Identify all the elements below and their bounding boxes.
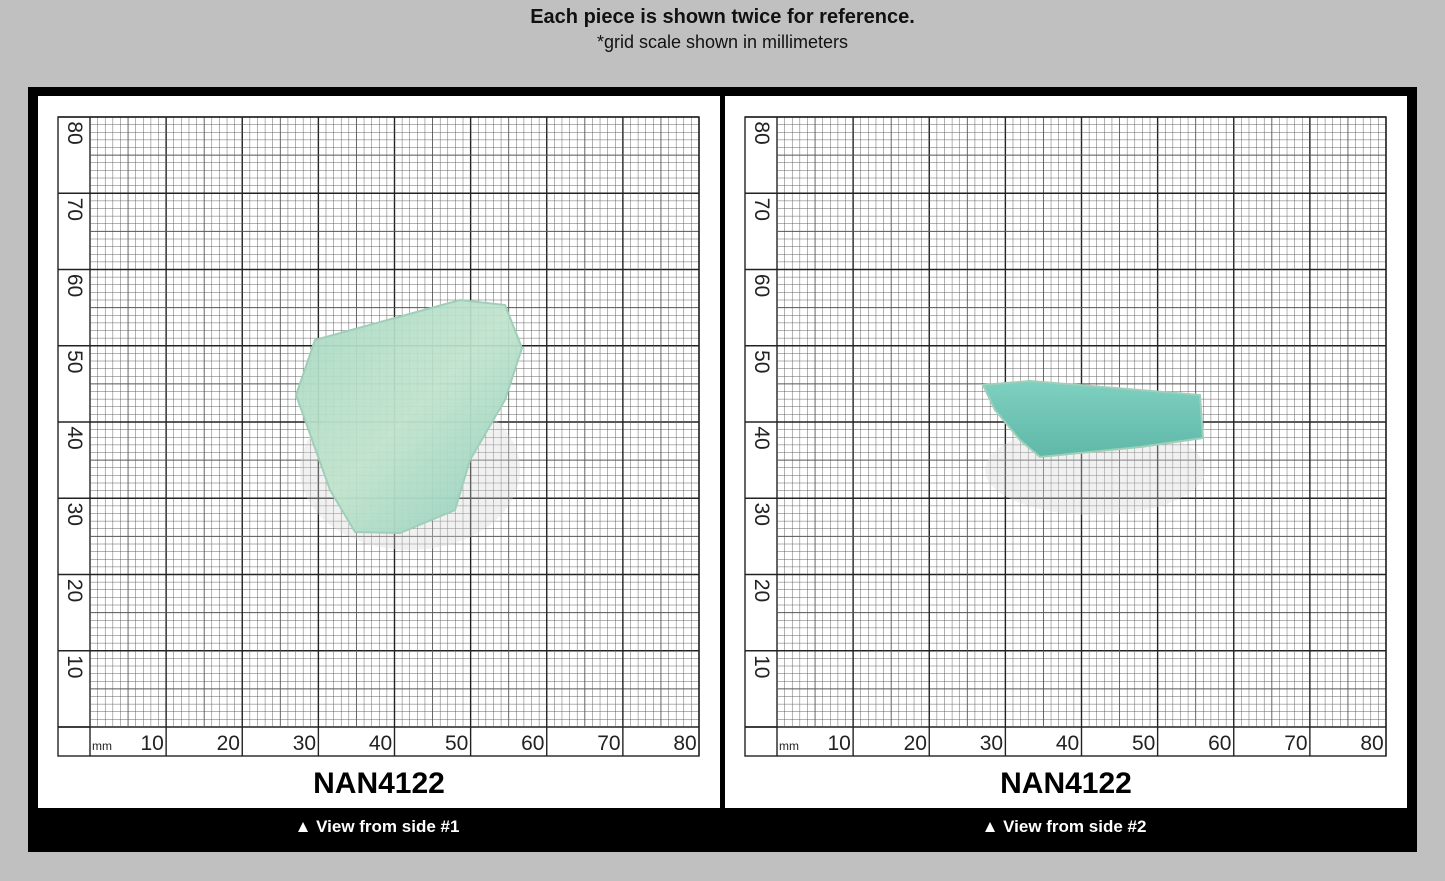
subtitle: *grid scale shown in millimeters bbox=[596, 32, 849, 52]
grid-border bbox=[744, 116, 1387, 757]
x-tick-label: 40 bbox=[1056, 732, 1079, 755]
y-tick-label: 10 bbox=[63, 655, 86, 678]
panel: mm 10 20 30 40 50 60 70 80 10 20 30 40 50 60 70 80 NAN412… bbox=[725, 96, 1407, 836]
y-tick-label: 80 bbox=[63, 121, 86, 144]
x-tick-label: 80 bbox=[673, 732, 696, 755]
x-tick-label: 20 bbox=[217, 732, 240, 755]
y-tick-label: 80 bbox=[750, 121, 773, 144]
y-tick-label: 40 bbox=[750, 426, 773, 449]
x-tick-label: 10 bbox=[827, 732, 850, 755]
x-tick-label: 30 bbox=[293, 732, 316, 755]
title: Each piece is shown twice for reference. bbox=[530, 6, 915, 28]
y-tick-label: 60 bbox=[750, 274, 773, 297]
y-tick-label: 10 bbox=[750, 655, 773, 678]
y-tick-label: 20 bbox=[750, 579, 773, 602]
x-tick-label: 40 bbox=[369, 732, 392, 755]
unit-label: mm bbox=[92, 739, 112, 753]
x-tick-label: 60 bbox=[1208, 732, 1231, 755]
y-tick-label: 50 bbox=[750, 350, 773, 373]
y-tick-label: 50 bbox=[63, 350, 86, 373]
grid-border bbox=[57, 116, 700, 757]
specimen-label: NAN4122 bbox=[1000, 767, 1132, 800]
x-tick-label: 10 bbox=[140, 732, 163, 755]
x-tick-label: 50 bbox=[445, 732, 468, 755]
caption: ▲ View from side #1 bbox=[295, 817, 460, 836]
y-tick-label: 30 bbox=[63, 503, 86, 526]
stone bbox=[981, 379, 1205, 459]
y-tick-label: 70 bbox=[63, 198, 86, 221]
x-tick-label: 60 bbox=[521, 732, 544, 755]
y-tick-label: 70 bbox=[750, 198, 773, 221]
y-tick-label: 20 bbox=[63, 579, 86, 602]
x-tick-label: 70 bbox=[597, 732, 620, 755]
y-tick-label: 60 bbox=[63, 274, 86, 297]
panel: mm 10 20 30 40 50 60 70 80 10 20 30 40 50 60 70 80 NAN412… bbox=[38, 96, 720, 836]
y-tick-label: 30 bbox=[750, 503, 773, 526]
x-tick-label: 20 bbox=[904, 732, 927, 755]
caption: ▲ View from side #2 bbox=[982, 817, 1147, 836]
stone bbox=[294, 298, 524, 535]
x-tick-label: 50 bbox=[1132, 732, 1155, 755]
specimen-label: NAN4122 bbox=[313, 767, 445, 800]
x-tick-label: 30 bbox=[980, 732, 1003, 755]
x-tick-label: 70 bbox=[1284, 732, 1307, 755]
x-tick-label: 80 bbox=[1360, 732, 1383, 755]
unit-label: mm bbox=[779, 739, 799, 753]
y-tick-label: 40 bbox=[63, 426, 86, 449]
